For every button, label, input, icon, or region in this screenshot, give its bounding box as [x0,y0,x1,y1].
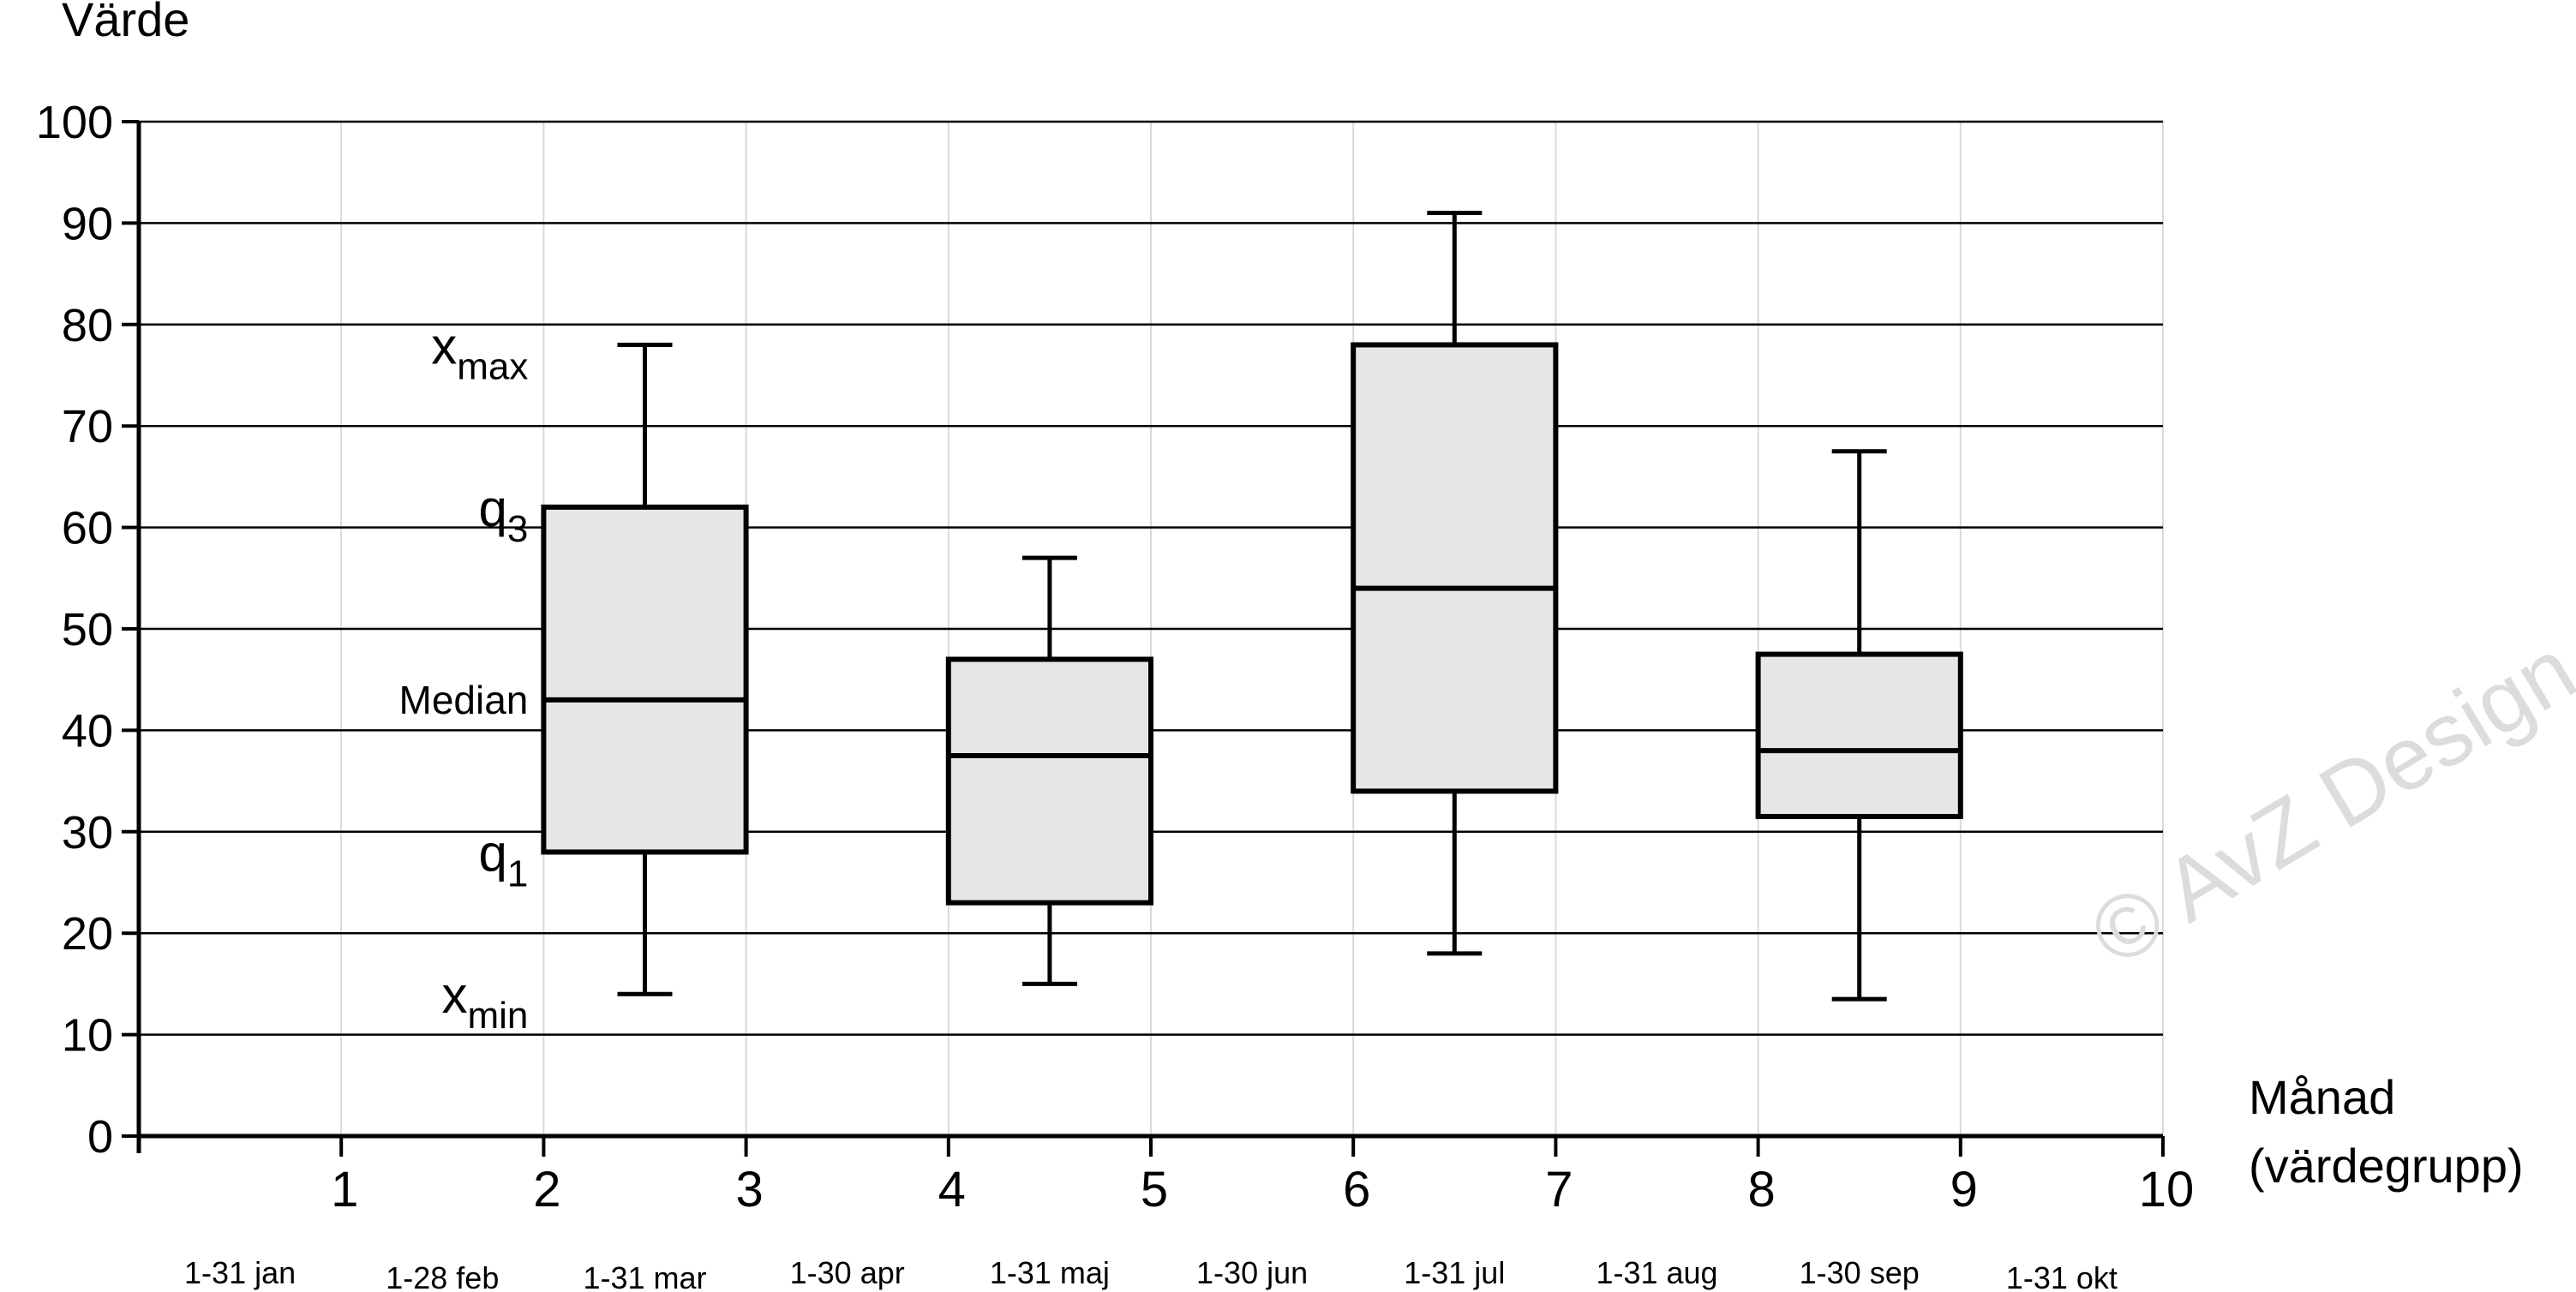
y-tick-label-50: 50 [62,604,113,655]
y-axis-label: Värde [62,0,189,46]
x-tick-label-1: 1 [331,1162,358,1217]
annotation-subscript: 1 [507,852,528,894]
annotation-5: xmin [441,966,528,1037]
month-label-4: 1-30 apr [790,1255,905,1290]
x-tick-label-7: 7 [1545,1162,1573,1217]
y-tick-label-100: 100 [36,97,113,148]
box-2-iqr-box [945,656,1154,906]
box-4-iqr-box [1755,651,1963,820]
y-tick-label-30: 30 [62,807,113,858]
axes [122,120,2165,1157]
annotation-3: Median [399,678,529,722]
y-tick-label-70: 70 [62,401,113,452]
month-label-3: 1-31 mar [583,1260,706,1292]
month-label-8: 1-31 aug [1596,1255,1717,1290]
month-label-7: 1-31 jul [1404,1255,1505,1290]
annotation-subscript: max [457,345,528,387]
y-tick-label-10: 10 [62,1010,113,1062]
annotation-4: q1 [479,824,529,894]
annotation-2: q3 [479,480,529,550]
box-1-iqr-box [541,504,749,855]
month-label-10: 1-31 okt [2006,1260,2118,1292]
y-tick-label-0: 0 [87,1111,113,1163]
month-label-6: 1-30 jun [1196,1255,1308,1290]
y-tick-label-20: 20 [62,908,113,960]
y-tick-label-60: 60 [62,503,113,554]
month-label-9: 1-30 sep [1800,1255,1920,1290]
annotation-base: q [479,824,507,882]
month-label-5: 1-31 maj [990,1255,1110,1290]
x-tick-label-4: 4 [938,1162,966,1217]
month-label-1: 1-31 jan [184,1255,296,1290]
annotation-base: x [441,966,467,1024]
y-tick-labels: 0 10 20 30 40 50 60 70 80 90 100 [36,97,113,1163]
boxes [541,211,1963,1002]
annotation-subscript: min [467,995,528,1037]
x-tick-label-3: 3 [735,1162,763,1217]
y-tick-label-90: 90 [62,198,113,249]
x-tick-label-9: 9 [1950,1162,1978,1217]
x-axis-label-line1: Månad [2249,1070,2395,1124]
annotation-base: x [431,317,457,374]
x-tick-labels: 1 2 3 4 5 6 7 8 9 10 [331,1162,2194,1217]
month-label-2: 1-28 feb [386,1260,499,1292]
x-tick-label-5: 5 [1141,1162,1168,1217]
month-labels: 1-31 jan 1-28 feb 1-31 mar 1-30 apr 1-31 maj… [184,1255,2118,1292]
y-tick-label-40: 40 [62,705,113,757]
x-axis-label-line2: (värdegrupp) [2249,1139,2524,1193]
box-3-iqr-box [1351,342,1559,794]
annotation-subscript: 3 [507,508,528,550]
annotation-1: xmax [431,317,528,387]
x-tick-label-10: 10 [2139,1162,2195,1217]
x-tick-label-2: 2 [533,1162,560,1217]
annotation-base: q [479,480,507,537]
x-tick-label-6: 6 [1343,1162,1370,1217]
y-tick-label-80: 80 [62,300,113,351]
x-tick-label-8: 8 [1747,1162,1775,1217]
